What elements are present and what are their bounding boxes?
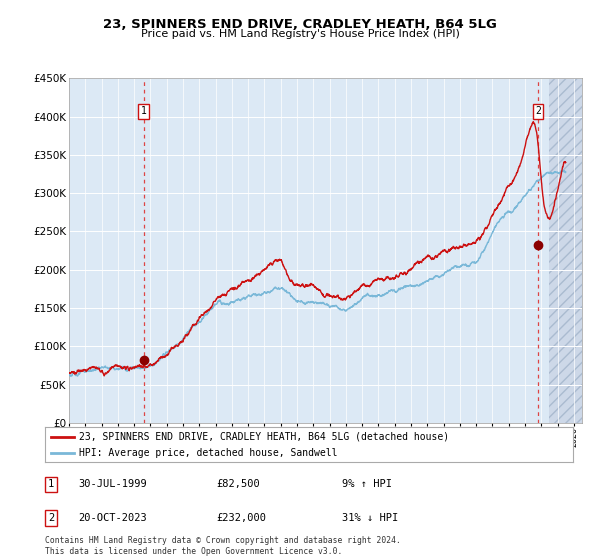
Text: 30-JUL-1999: 30-JUL-1999 <box>78 479 147 489</box>
Text: 20-OCT-2023: 20-OCT-2023 <box>78 513 147 523</box>
Text: £82,500: £82,500 <box>216 479 260 489</box>
Text: 23, SPINNERS END DRIVE, CRADLEY HEATH, B64 5LG: 23, SPINNERS END DRIVE, CRADLEY HEATH, B… <box>103 18 497 31</box>
Text: 31% ↓ HPI: 31% ↓ HPI <box>342 513 398 523</box>
Text: HPI: Average price, detached house, Sandwell: HPI: Average price, detached house, Sand… <box>79 449 338 458</box>
Text: 2: 2 <box>48 513 54 523</box>
Text: 1: 1 <box>48 479 54 489</box>
Bar <box>550 78 582 423</box>
Text: Price paid vs. HM Land Registry's House Price Index (HPI): Price paid vs. HM Land Registry's House … <box>140 29 460 39</box>
Text: 23, SPINNERS END DRIVE, CRADLEY HEATH, B64 5LG (detached house): 23, SPINNERS END DRIVE, CRADLEY HEATH, B… <box>79 432 449 442</box>
Text: 2: 2 <box>535 106 541 116</box>
Text: 9% ↑ HPI: 9% ↑ HPI <box>342 479 392 489</box>
Text: Contains HM Land Registry data © Crown copyright and database right 2024.
This d: Contains HM Land Registry data © Crown c… <box>45 536 401 556</box>
Text: 1: 1 <box>140 106 146 116</box>
Text: £232,000: £232,000 <box>216 513 266 523</box>
